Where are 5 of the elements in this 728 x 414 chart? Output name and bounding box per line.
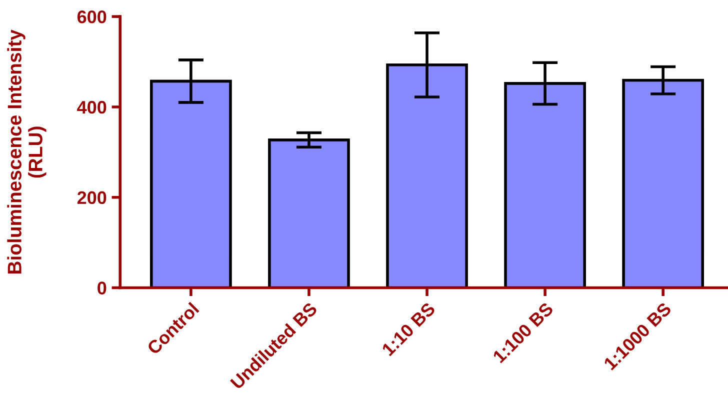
y-tick-label: 400 bbox=[77, 100, 106, 114]
y-tick-label: 600 bbox=[77, 10, 106, 24]
y-tick-label: 200 bbox=[77, 191, 106, 204]
y-axis-title: Bioluminescence Intensity (RLU) bbox=[7, 30, 46, 274]
y-tick-label: 0 bbox=[98, 282, 106, 294]
